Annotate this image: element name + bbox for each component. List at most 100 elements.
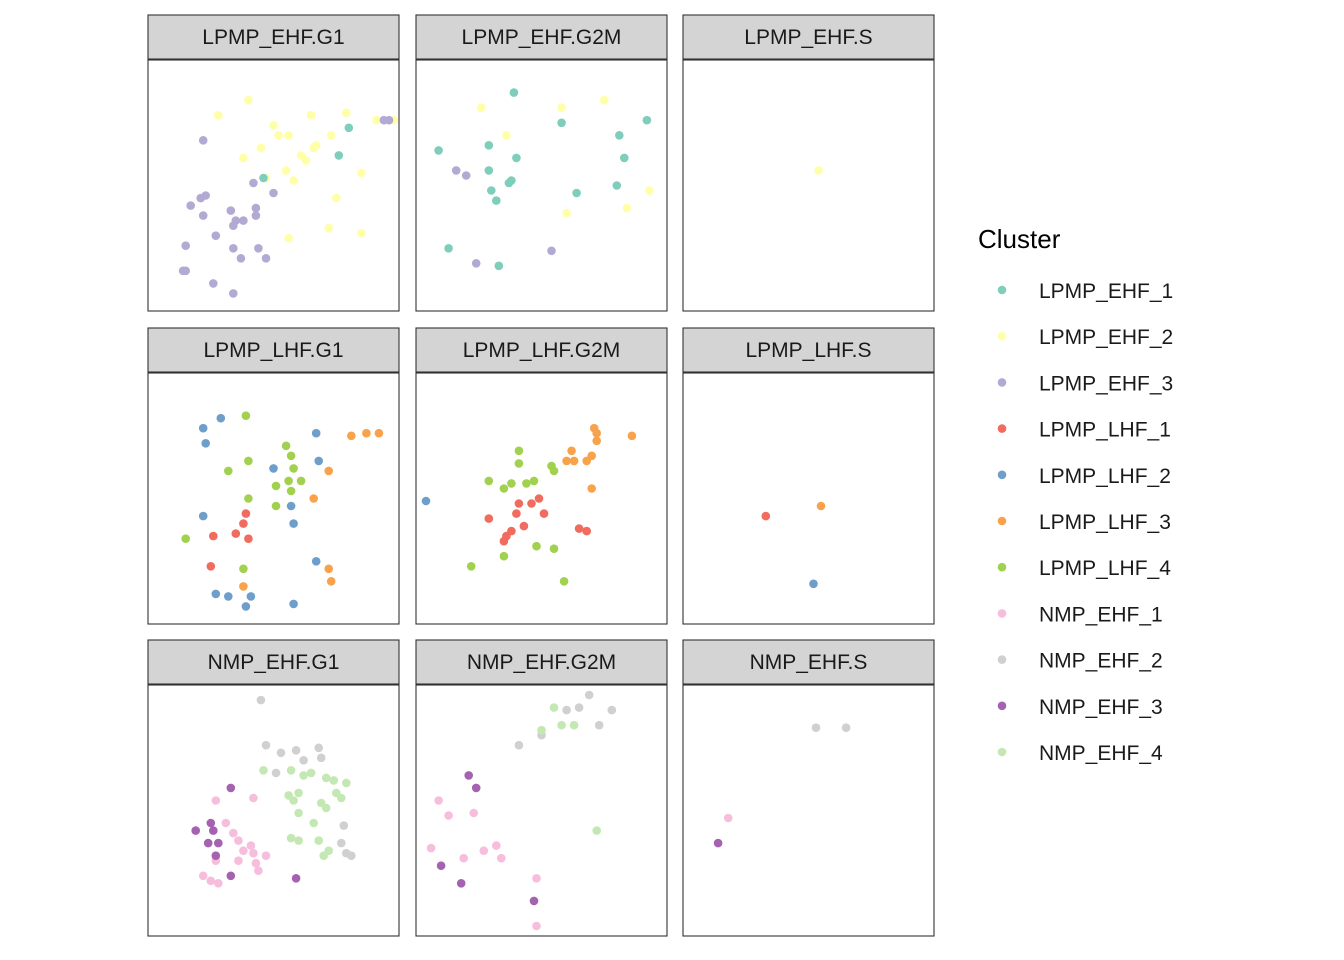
point-LPMP_EHF_2 <box>562 208 571 218</box>
point-LPMP_LHF_1 <box>761 511 771 521</box>
point-LPMP_LHF_3 <box>627 431 637 441</box>
point-LPMP_EHF_3 <box>251 203 261 213</box>
point-NMP_EHF_2 <box>594 720 604 730</box>
point-LPMP_EHF_1 <box>572 188 581 198</box>
point-LPMP_EHF_3 <box>236 253 246 263</box>
point-NMP_EHF_1 <box>497 853 506 863</box>
point-LPMP_LHF_2 <box>201 439 210 448</box>
point-LPMP_EHF_2 <box>269 121 278 130</box>
facet-title: LPMP_EHF.S <box>744 26 872 49</box>
point-LPMP_LHF_4 <box>286 451 296 461</box>
point-LPMP_LHF_1 <box>514 499 524 508</box>
point-NMP_EHF_4 <box>557 720 566 730</box>
point-LPMP_LHF_3 <box>324 466 334 476</box>
legend-key <box>997 747 1007 757</box>
point-LPMP_EHF_1 <box>557 118 566 128</box>
legend-label: LPMP_LHF_4 <box>1039 557 1171 580</box>
point-LPMP_EHF_2 <box>342 108 351 117</box>
point-LPMP_LHF_3 <box>347 431 356 441</box>
point-NMP_EHF_1 <box>249 848 258 858</box>
point-LPMP_LHF_4 <box>281 441 291 451</box>
point-LPMP_LHF_3 <box>324 564 334 574</box>
point-LPMP_LHF_3 <box>374 428 384 438</box>
point-NMP_EHF_4 <box>286 766 296 775</box>
point-LPMP_LHF_2 <box>269 464 278 473</box>
legend-entry: LPMP_LHF_4 <box>997 557 1171 580</box>
point-LPMP_EHF_2 <box>244 95 253 105</box>
point-LPMP_EHF_3 <box>201 191 210 200</box>
point-LPMP_LHF_4 <box>499 484 509 493</box>
point-LPMP_LHF_4 <box>514 446 524 456</box>
point-LPMP_EHF_1 <box>444 244 453 253</box>
legend-key <box>997 378 1007 387</box>
point-LPMP_LHF_4 <box>181 534 190 543</box>
legend-entry: NMP_EHF_1 <box>997 603 1163 626</box>
facet-LPMP_EHF.G2M: LPMP_EHF.G2M <box>415 14 668 312</box>
facet-title: NMP_EHF.G1 <box>208 651 340 674</box>
point-LPMP_EHF_2 <box>301 156 311 165</box>
point-LPMP_LHF_1 <box>499 536 509 546</box>
facet-NMP_EHF.S: NMP_EHF.S <box>682 639 935 937</box>
point-NMP_EHF_4 <box>321 803 331 813</box>
point-LPMP_EHF_2 <box>557 103 566 112</box>
facet-panel <box>147 684 400 937</box>
point-LPMP_EHF_2 <box>274 131 283 140</box>
point-LPMP_LHF_1 <box>519 521 529 531</box>
facet-NMP_EHF.G1: NMP_EHF.G1 <box>147 639 400 937</box>
point-LPMP_LHF_3 <box>239 582 248 591</box>
point-LPMP_EHF_1 <box>494 261 504 271</box>
point-LPMP_EHF_2 <box>311 141 321 150</box>
facet-strip <box>147 639 400 685</box>
point-LPMP_EHF_2 <box>324 223 334 233</box>
point-LPMP_LHF_1 <box>534 494 544 503</box>
point-NMP_EHF_4 <box>569 720 579 730</box>
point-NMP_EHF_1 <box>234 836 243 845</box>
point-NMP_EHF_1 <box>492 841 501 850</box>
point-LPMP_LHF_1 <box>527 499 536 508</box>
legend-label: LPMP_LHF_3 <box>1039 511 1171 534</box>
point-NMP_EHF_3 <box>226 871 236 881</box>
point-NMP_EHF_2 <box>562 705 571 715</box>
point-NMP_EHF_4 <box>294 788 303 798</box>
point-LPMP_EHF_1 <box>344 123 354 133</box>
point-LPMP_EHF_3 <box>461 171 471 180</box>
point-NMP_EHF_2 <box>276 748 286 758</box>
point-NMP_EHF_4 <box>299 771 308 780</box>
point-NMP_EHF_3 <box>291 874 301 883</box>
point-NMP_EHF_2 <box>584 690 594 700</box>
facet-strip <box>415 14 668 60</box>
legend: Cluster LPMP_EHF_1LPMP_EHF_2LPMP_EHF_3LP… <box>978 224 1173 765</box>
facet-strip <box>682 639 935 685</box>
point-LPMP_EHF_3 <box>226 206 236 215</box>
point-LPMP_LHF_4 <box>466 562 476 571</box>
legend-entry: LPMP_LHF_2 <box>997 465 1171 488</box>
point-LPMP_LHF_4 <box>241 411 251 421</box>
point-LPMP_EHF_1 <box>259 173 268 183</box>
facet-title: LPMP_LHF.S <box>745 339 871 362</box>
point-NMP_EHF_2 <box>841 723 851 732</box>
facet-panel <box>147 59 400 312</box>
point-NMP_EHF_4 <box>319 851 329 860</box>
point-NMP_EHF_3 <box>436 861 446 870</box>
point-NMP_EHF_1 <box>249 793 258 803</box>
point-NMP_EHF_3 <box>206 818 216 828</box>
point-LPMP_LHF_2 <box>286 501 296 511</box>
facet-panel <box>682 684 935 937</box>
point-LPMP_EHF_2 <box>289 176 298 185</box>
legend-key <box>997 331 1007 341</box>
point-LPMP_EHF_2 <box>357 168 366 178</box>
point-LPMP_EHF_3 <box>181 241 190 250</box>
legend-label: NMP_EHF_4 <box>1039 742 1163 765</box>
point-NMP_EHF_1 <box>426 843 436 853</box>
facet-panel <box>147 372 400 625</box>
legend-key <box>997 470 1007 480</box>
point-LPMP_LHF_3 <box>592 436 601 446</box>
legend-entry: NMP_EHF_2 <box>997 650 1163 673</box>
point-LPMP_EHF_2 <box>256 143 266 153</box>
point-LPMP_EHF_1 <box>509 88 519 97</box>
legend-label: LPMP_EHF_1 <box>1039 280 1173 303</box>
point-NMP_EHF_4 <box>321 773 331 783</box>
point-LPMP_LHF_4 <box>289 464 298 473</box>
point-LPMP_LHF_2 <box>311 428 321 438</box>
point-NMP_EHF_2 <box>256 695 266 705</box>
